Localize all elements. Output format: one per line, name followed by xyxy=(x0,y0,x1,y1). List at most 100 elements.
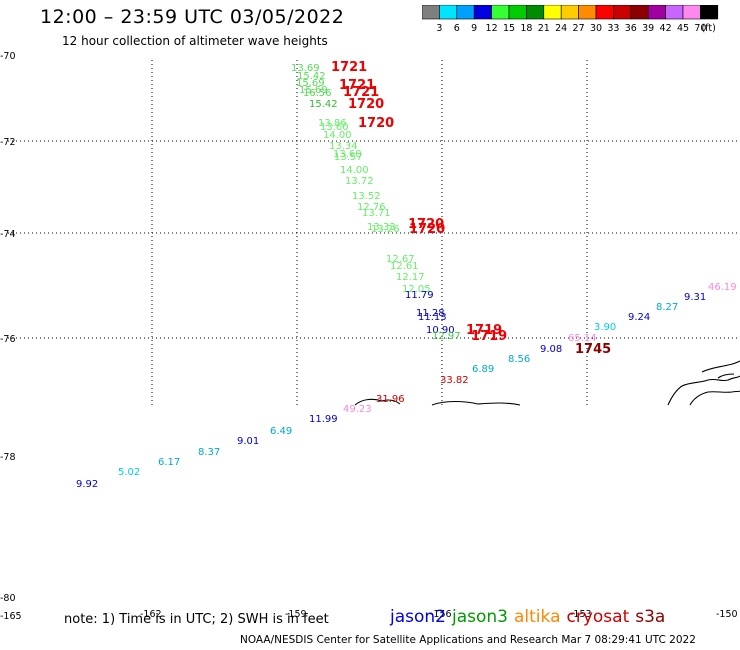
legend-tick: 12 xyxy=(486,23,498,34)
wave-height-value: 12.17 xyxy=(396,272,425,283)
lat-label: -80 xyxy=(0,593,16,604)
wave-height-value: 12.97 xyxy=(432,331,461,342)
wave-height-value: 16.56 xyxy=(303,88,332,99)
legend-tick: 42 xyxy=(660,23,672,34)
legend-tick: 21 xyxy=(538,23,550,34)
wave-height-value: 12.05 xyxy=(402,284,431,295)
wave-height-value: 13.57 xyxy=(334,152,363,163)
wave-height-value: 11.13 xyxy=(418,312,447,323)
satellite-s3a: s3a xyxy=(635,607,666,627)
legend-tick: 24 xyxy=(555,23,567,34)
lon-label: -162 xyxy=(140,609,162,620)
wave-height-value: 46.19 xyxy=(708,282,737,293)
lat-label: -72 xyxy=(0,137,16,148)
time-label: 1720 xyxy=(358,116,394,131)
legend-tick: 30 xyxy=(590,23,602,34)
satellite-jason2: jason2 xyxy=(390,607,446,627)
legend-tick: 18 xyxy=(520,23,532,34)
wave-height-value: 14.00 xyxy=(323,130,352,141)
wave-height-value: 13.69 xyxy=(291,63,320,74)
wave-height-value: 13.86 xyxy=(318,118,347,129)
legend-tick: 36 xyxy=(625,23,637,34)
lat-label: -76 xyxy=(0,334,16,345)
wave-height-value: 12.76 xyxy=(357,202,386,213)
time-label: 1720 xyxy=(409,222,445,237)
wave-height-value: 13.52 xyxy=(352,191,381,202)
lon-label: -159 xyxy=(285,609,307,620)
wave-height-value: 13.33 xyxy=(367,222,396,233)
lat-label: -70 xyxy=(0,51,16,62)
wave-height-value: 13.26 xyxy=(371,224,400,235)
wave-height-value: 13.60 xyxy=(333,149,362,160)
wave-height-value: 9.24 xyxy=(628,312,650,323)
satellite-jason3: jason3 xyxy=(452,607,508,627)
lon-label: -153 xyxy=(570,609,592,620)
time-label: 1720 xyxy=(348,97,384,112)
lat-label: -74 xyxy=(0,229,16,240)
wave-height-value: 8.27 xyxy=(656,302,678,313)
wave-height-value: 6.49 xyxy=(270,426,292,437)
time-label: 1719 xyxy=(471,329,507,344)
wave-height-value: 3.90 xyxy=(594,322,616,333)
wave-height-value: 65.14 xyxy=(568,333,597,344)
wave-height-value: 13.71 xyxy=(362,208,391,219)
longitude-labels: -165 -162 -159 -156 -153 -150 xyxy=(0,609,738,622)
wave-height-value: 9.08 xyxy=(540,344,562,355)
units-note: note: 1) Time is in UTC; 2) SWH is in fe… xyxy=(64,612,329,627)
legend-tick: 15 xyxy=(503,23,515,34)
time-label: 1720 xyxy=(408,217,444,232)
lon-label: -156 xyxy=(430,609,452,620)
satellite-altika: altika xyxy=(514,607,561,627)
page-subtitle: 12 hour collection of altimeter wave hei… xyxy=(62,34,328,48)
wave-height-value: 13.72 xyxy=(345,176,374,187)
legend-tick: 27 xyxy=(573,23,585,34)
wave-height-value: 11.79 xyxy=(405,290,434,301)
legend-tick: 39 xyxy=(642,23,654,34)
legend-swatch xyxy=(700,5,719,20)
page-title: 12:00 – 23:59 UTC 03/05/2022 xyxy=(40,6,345,28)
wave-height-value: 14.00 xyxy=(340,165,369,176)
time-label: 1745 xyxy=(575,342,611,357)
legend-tick: 3 xyxy=(436,23,442,34)
wave-height-value: 31.96 xyxy=(376,394,405,405)
wave-height-value: 13.60 xyxy=(320,122,349,133)
wave-height-value: 6.17 xyxy=(158,457,180,468)
wave-height-value: 49.23 xyxy=(343,404,372,415)
legend-unit: (ft) xyxy=(701,23,715,34)
legend-tick: 6 xyxy=(454,23,460,34)
legend-tick: 9 xyxy=(471,23,477,34)
wave-height-value: 11.99 xyxy=(309,414,338,425)
time-label: 1721 xyxy=(331,60,367,75)
color-legend: 3 6 9 12 15 18 21 24 27 30 33 36 39 42 45 70(ft) xyxy=(422,5,719,34)
wave-height-value: 12.61 xyxy=(390,261,419,272)
legend-tick: 33 xyxy=(607,23,619,34)
latitude-labels: -70 -72 -74 -76 -78 -80 xyxy=(0,51,16,604)
wave-height-value: 13.34 xyxy=(329,141,358,152)
wave-height-value: 15.42 xyxy=(297,71,326,82)
wave-height-value: 11.28 xyxy=(416,308,445,319)
legend-tick: 70 xyxy=(694,23,706,34)
time-label: 1721 xyxy=(343,85,379,100)
wave-height-value: 8.37 xyxy=(198,447,220,458)
wave-height-labels: 13.6915.4215.6915.6916.5615.4213.8613.60… xyxy=(76,63,737,490)
time-label: 1719 xyxy=(466,323,502,338)
wave-height-value: 12.67 xyxy=(386,254,415,265)
time-label: 1721 xyxy=(339,78,375,93)
wave-height-value: 10.90 xyxy=(426,325,455,336)
wave-height-value: 9.01 xyxy=(237,436,259,447)
lon-label: -165 xyxy=(0,611,22,622)
credit-line: NOAA/NESDIS Center for Satellite Applica… xyxy=(240,634,696,646)
wave-height-value: 9.31 xyxy=(684,292,706,303)
wave-height-value: 5.02 xyxy=(118,467,140,478)
wave-height-value: 8.56 xyxy=(508,354,530,365)
satellite-legend: jason2 jason3 altika cryosat s3a xyxy=(390,607,671,627)
wave-height-value: 6.89 xyxy=(472,364,494,375)
wave-height-value: 15.42 xyxy=(309,99,338,110)
satellite-cryosat: cryosat xyxy=(566,607,630,627)
wave-height-value: 15.69 xyxy=(296,78,325,89)
lon-label: -150 xyxy=(716,609,738,620)
coastline xyxy=(354,360,740,406)
wave-height-value: 15.69 xyxy=(299,85,328,96)
